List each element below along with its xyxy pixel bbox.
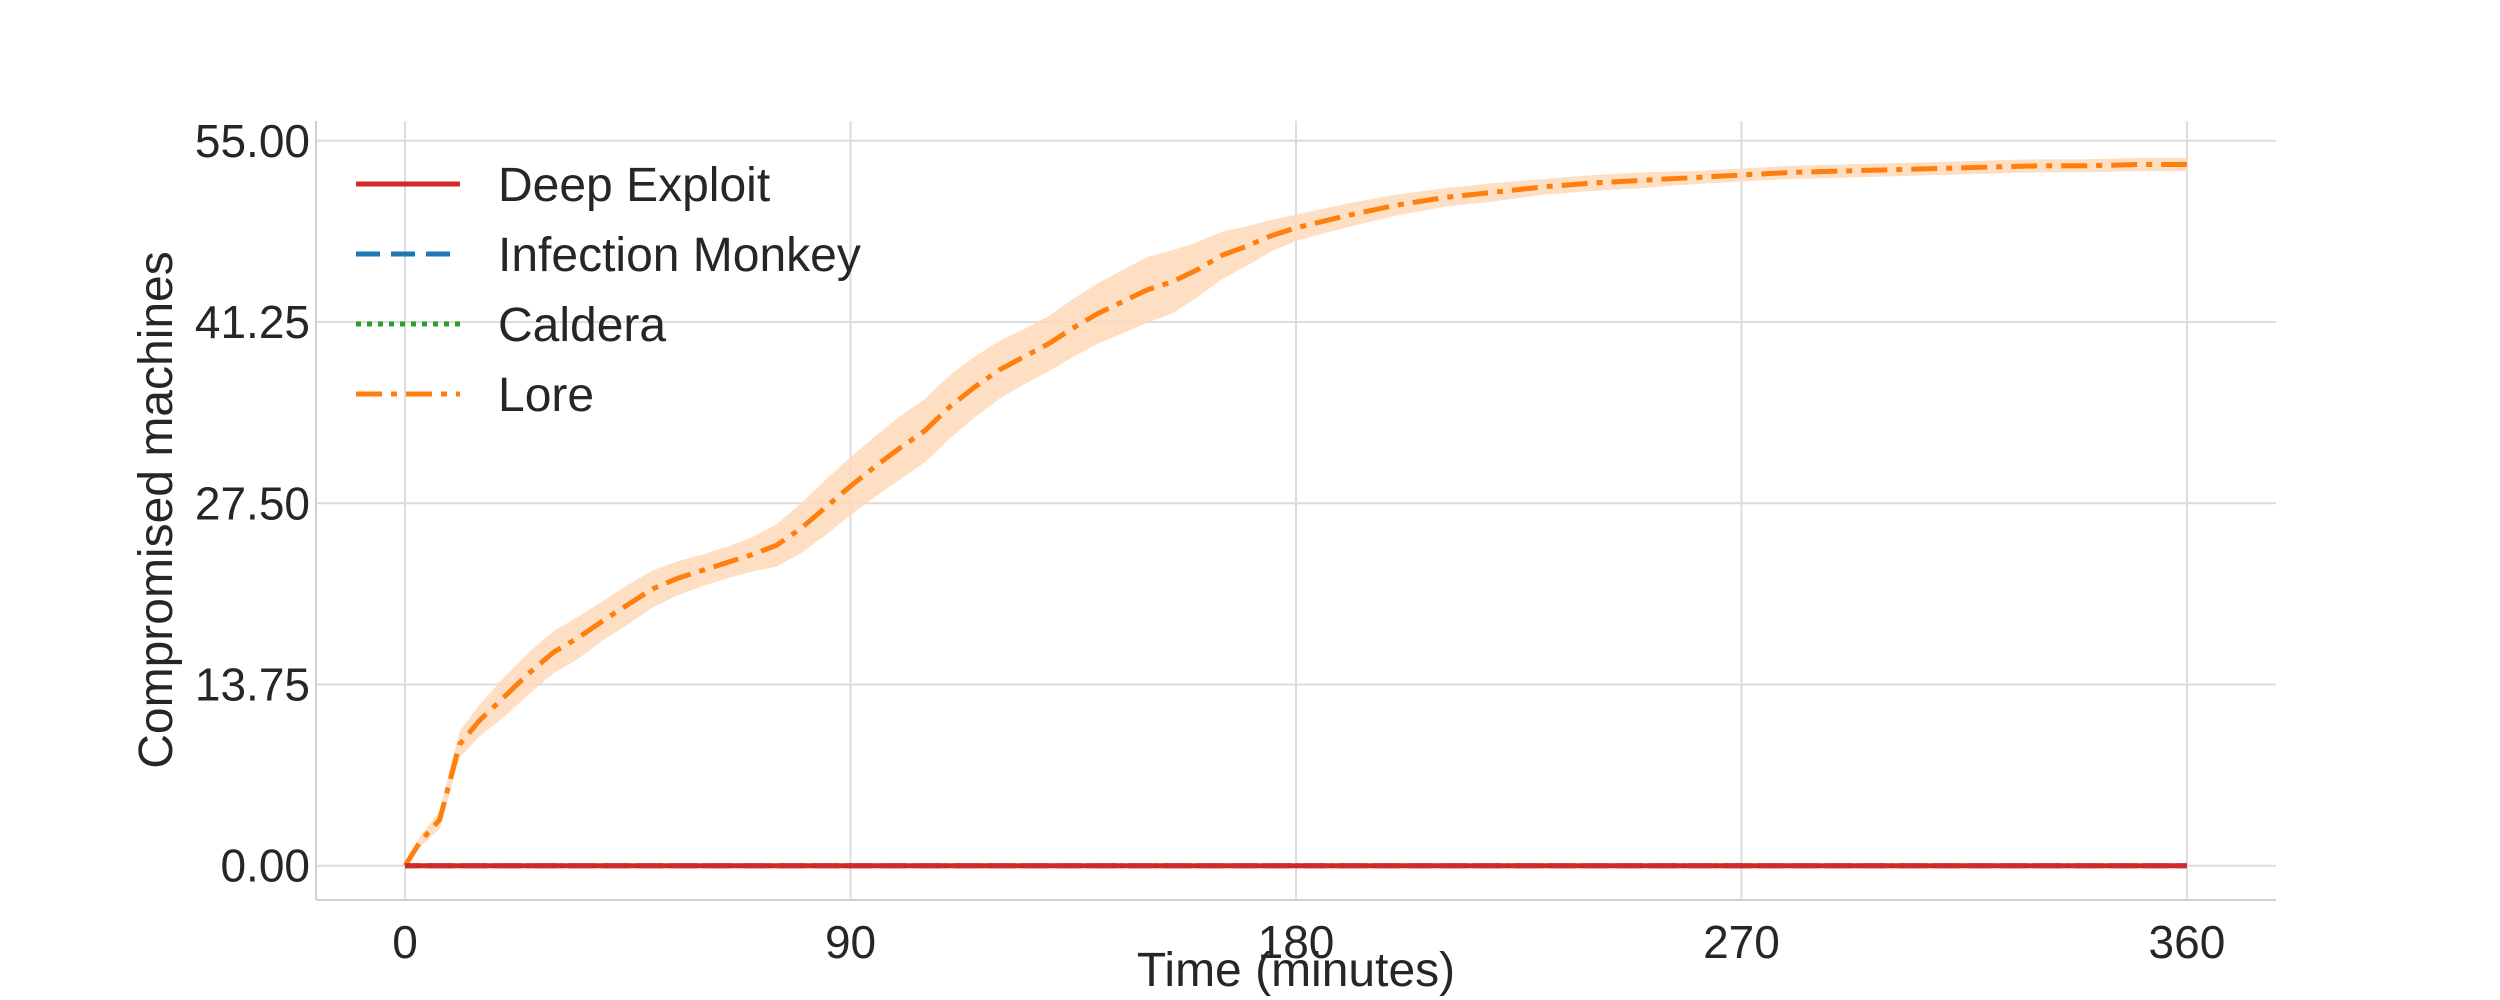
legend-label: Infection Monkey: [498, 229, 861, 282]
legend-label: Caldera: [498, 299, 666, 352]
y-tick-label: 55.00: [195, 115, 310, 167]
x-axis-label: Time (minutes): [1137, 944, 1455, 997]
tick-labels: 0 90 180 270 360 0.00 13.75 27.50 41.25 55.00: [195, 115, 2225, 968]
y-tick-label: 13.75: [195, 658, 310, 710]
x-tick-label: 180: [1258, 916, 1335, 968]
legend: Deep Exploit Infection Monkey Caldera Lore: [356, 159, 861, 422]
y-axis-label: Compromised machines: [130, 251, 183, 769]
x-tick-label: 360: [2149, 916, 2226, 968]
x-tick-label: 90: [825, 916, 876, 968]
legend-label: Deep Exploit: [498, 159, 770, 212]
series-lines: [402, 162, 2187, 869]
x-tick-label: 270: [1703, 916, 1780, 968]
plot-frame: [315, 121, 2276, 901]
y-tick-label: 27.50: [195, 477, 310, 529]
legend-label: Lore: [498, 369, 594, 422]
y-tick-label: 41.25: [195, 296, 310, 348]
y-tick-label: 0.00: [220, 840, 310, 892]
series-line-lore: [402, 162, 2187, 868]
x-tick-label: 0: [392, 916, 418, 968]
